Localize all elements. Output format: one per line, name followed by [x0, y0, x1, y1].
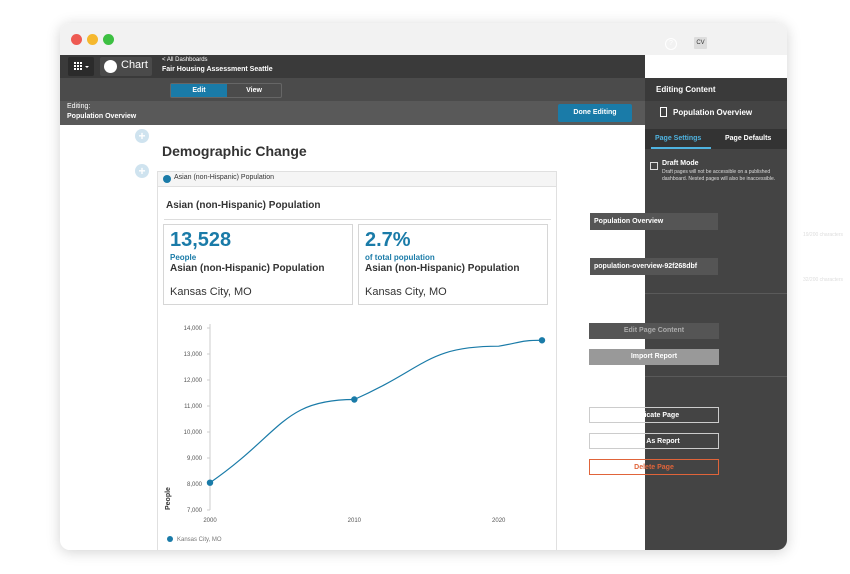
card-divider [164, 219, 551, 220]
y-tick-label: 13,000 [184, 352, 203, 358]
series-line [209, 339, 543, 484]
window-titlebar [60, 23, 787, 55]
app-window: Chart < All Dashboards Fair Housing Asse… [60, 23, 787, 550]
kpi-percent: 2.7% of total population Asian (non-Hisp… [358, 224, 548, 305]
tab-page-defaults[interactable]: Page Defaults [725, 135, 772, 142]
editing-label: Editing: [67, 103, 91, 110]
panel-divider [645, 376, 787, 377]
right-panel [645, 78, 787, 550]
card-tab[interactable]: Asian (non-Hispanic) Population [158, 172, 556, 187]
import-report-button[interactable]: Import Report [589, 349, 719, 365]
edit-page-content-button[interactable]: Edit Page Content [589, 323, 719, 339]
draft-mode-description: Draft pages will not be accessible on a … [662, 169, 776, 182]
data-point [351, 396, 358, 403]
page-url-label: Page URL [589, 248, 622, 255]
right-panel-heading: Editing Content [656, 85, 716, 94]
view-mode-button[interactable]: View [246, 87, 262, 94]
page-name-input[interactable]: Population Overview [590, 213, 718, 230]
data-point [538, 337, 546, 344]
dashboard-name[interactable]: Fair Housing Assessment Seattle [162, 66, 273, 73]
kpi-label: Asian (non-Hispanic) Population [365, 263, 520, 274]
x-tick-label: 2000 [203, 518, 217, 524]
y-tick-label: 14,000 [184, 326, 203, 332]
y-axis-label: People [165, 487, 172, 510]
delete-page-button[interactable]: Delete Page [589, 459, 719, 475]
settings-tabs: Page Settings Page Defaults [645, 129, 787, 149]
kpi-label: Asian (non-Hispanic) Population [170, 263, 325, 274]
card-type-icon [163, 175, 171, 183]
page-name-label: Page Name [589, 203, 626, 210]
done-editing-button[interactable]: Done Editing [558, 104, 632, 122]
help-icon: ? [665, 38, 677, 50]
section-title: Demographic Change [162, 143, 307, 159]
x-tick-label: 2020 [492, 518, 506, 524]
population-card: Asian (non-Hispanic) Population Asian (n… [157, 171, 557, 550]
y-tick-label: 8,000 [187, 482, 203, 488]
right-panel-header: Editing Content [645, 78, 787, 101]
y-tick-label: 12,000 [184, 378, 203, 384]
population-line-chart: People 14,000 13,000 12,000 11,000 10,000 9,0… [165, 324, 546, 543]
x-tick-label: 2010 [348, 518, 362, 524]
page-url-count: 32/200 characters [802, 277, 843, 283]
panel-page-title: Population Overview [673, 108, 753, 117]
legend-marker [167, 536, 173, 542]
apps-grid-icon [74, 62, 89, 70]
all-dashboards-link[interactable]: < All Dashboards [162, 57, 208, 63]
page-name-count: 19/200 characters [802, 232, 843, 238]
chart-logo-icon [104, 60, 117, 73]
kpi-value: 2.7% [365, 229, 411, 251]
draft-mode-label: Draft Mode [662, 160, 699, 167]
page-url-input[interactable]: population-overview-92f268dbf [590, 258, 718, 275]
y-tick-label: 7,000 [187, 508, 203, 514]
y-tick-label: 11,000 [184, 404, 203, 410]
kpi-people: 13,528 People Asian (non-Hispanic) Popul… [163, 224, 353, 305]
kpi-unit: People [170, 253, 197, 262]
duplicate-page-button[interactable]: Duplicate Page [589, 407, 719, 423]
legend-label: Kansas City, MO [177, 537, 222, 543]
apps-grid-button[interactable] [68, 57, 94, 76]
close-window-button[interactable] [71, 34, 82, 45]
y-tick-label: 10,000 [184, 430, 203, 436]
card-tab-label: Asian (non-Hispanic) Population [174, 174, 274, 181]
actions-heading: Actions [589, 387, 619, 396]
content-heading: Content [589, 303, 620, 312]
draft-mode-checkbox[interactable] [650, 162, 658, 170]
editing-bar: Editing: Population Overview [60, 101, 645, 125]
panel-divider [645, 293, 787, 294]
edit-mode-button[interactable]: Edit [171, 84, 227, 97]
y-tick-label: 9,000 [187, 456, 203, 462]
app-name: Chart [121, 59, 148, 71]
minimize-window-button[interactable] [87, 34, 98, 45]
chart-logo[interactable]: Chart [100, 57, 152, 76]
add-card-button[interactable]: + [135, 164, 149, 178]
mode-toggle-bar: Edit View [60, 78, 645, 101]
user-avatar-button[interactable]: CV [694, 37, 707, 49]
data-point [206, 479, 214, 486]
maximize-window-button[interactable] [103, 34, 114, 45]
editing-page-name: Population Overview [67, 113, 137, 120]
help-button[interactable]: ? [665, 37, 677, 50]
card-title: Asian (non-Hispanic) Population [166, 200, 321, 211]
tab-page-settings[interactable]: Page Settings [655, 135, 702, 142]
active-tab-indicator [651, 147, 711, 149]
kpi-place: Kansas City, MO [170, 286, 252, 298]
kpi-value: 13,528 [170, 229, 232, 251]
top-navbar: Chart < All Dashboards Fair Housing Asse… [60, 55, 645, 78]
kpi-place: Kansas City, MO [365, 286, 447, 298]
add-section-button[interactable]: + [135, 129, 149, 143]
kpi-unit: of total population [365, 253, 435, 262]
save-as-report-button[interactable]: Save As Report [589, 433, 719, 449]
page-icon [660, 107, 667, 117]
